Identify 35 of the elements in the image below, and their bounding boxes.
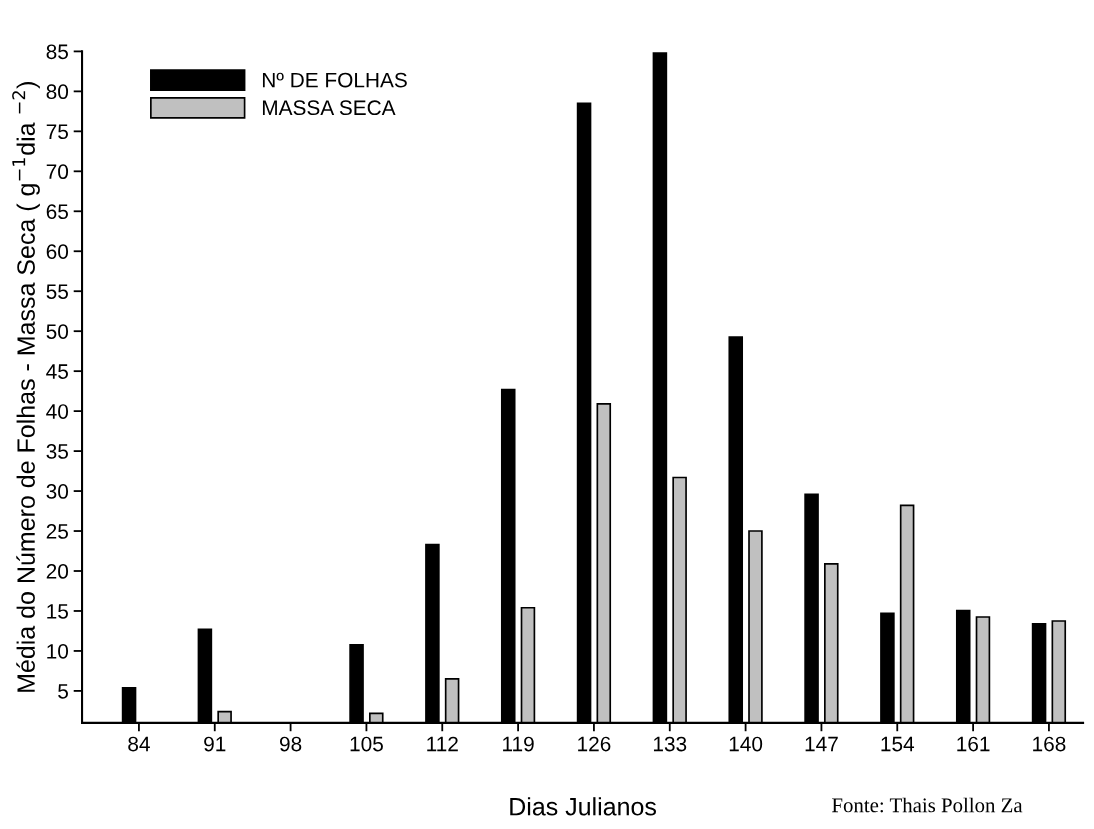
x-tick-label: 91 bbox=[204, 736, 226, 752]
y-tick-label: 65 bbox=[46, 204, 68, 220]
y-tick-label: 60 bbox=[46, 244, 69, 259]
x-tick-label: 133 bbox=[653, 736, 687, 752]
y-axis-title: Média do Número de Folhas - Massa Seca ( g$^{−1}$dia $^{−2}$) bbox=[12, 82, 40, 692]
source-note: Fonte: Thais Pollon Za bbox=[832, 797, 1023, 813]
y-tick-label: 15 bbox=[47, 604, 68, 619]
x-tick-label: 168 bbox=[1033, 736, 1066, 752]
y-tick-label: 80 bbox=[46, 84, 69, 100]
y-tick-label: 55 bbox=[46, 284, 68, 299]
x-axis-title: Dias Julianos bbox=[510, 797, 656, 816]
x-tick-label: 147 bbox=[805, 736, 838, 752]
y-tick-label: 70 bbox=[46, 164, 69, 180]
x-tick-label: 105 bbox=[350, 736, 383, 752]
y-tick-label: 85 bbox=[46, 44, 68, 60]
y-tick-label: 40 bbox=[46, 404, 69, 419]
legend-label: MASSA SECA bbox=[262, 100, 396, 116]
x-tick-label: 154 bbox=[881, 736, 915, 752]
y-tick-label: 20 bbox=[46, 564, 69, 579]
x-tick-label: 112 bbox=[427, 736, 458, 752]
y-tick-label: 5 bbox=[58, 684, 68, 699]
x-tick-label: 119 bbox=[503, 736, 534, 752]
y-tick-label: 35 bbox=[46, 444, 68, 459]
y-tick-label: 10 bbox=[47, 643, 69, 659]
x-tick-label: 161 bbox=[957, 736, 990, 752]
x-tick-label: 140 bbox=[729, 736, 763, 752]
x-tick-label: 84 bbox=[128, 736, 150, 752]
y-tick-label: 75 bbox=[46, 124, 68, 140]
y-tick-label: 50 bbox=[46, 324, 69, 339]
x-tick-label: 126 bbox=[578, 736, 611, 752]
legend-label: Nº DE FOLHAS bbox=[262, 72, 407, 88]
y-tick-label: 30 bbox=[46, 484, 69, 499]
x-tick-label: 98 bbox=[279, 736, 302, 752]
y-tick-label: 25 bbox=[46, 524, 68, 539]
y-tick-label: 45 bbox=[46, 364, 68, 379]
